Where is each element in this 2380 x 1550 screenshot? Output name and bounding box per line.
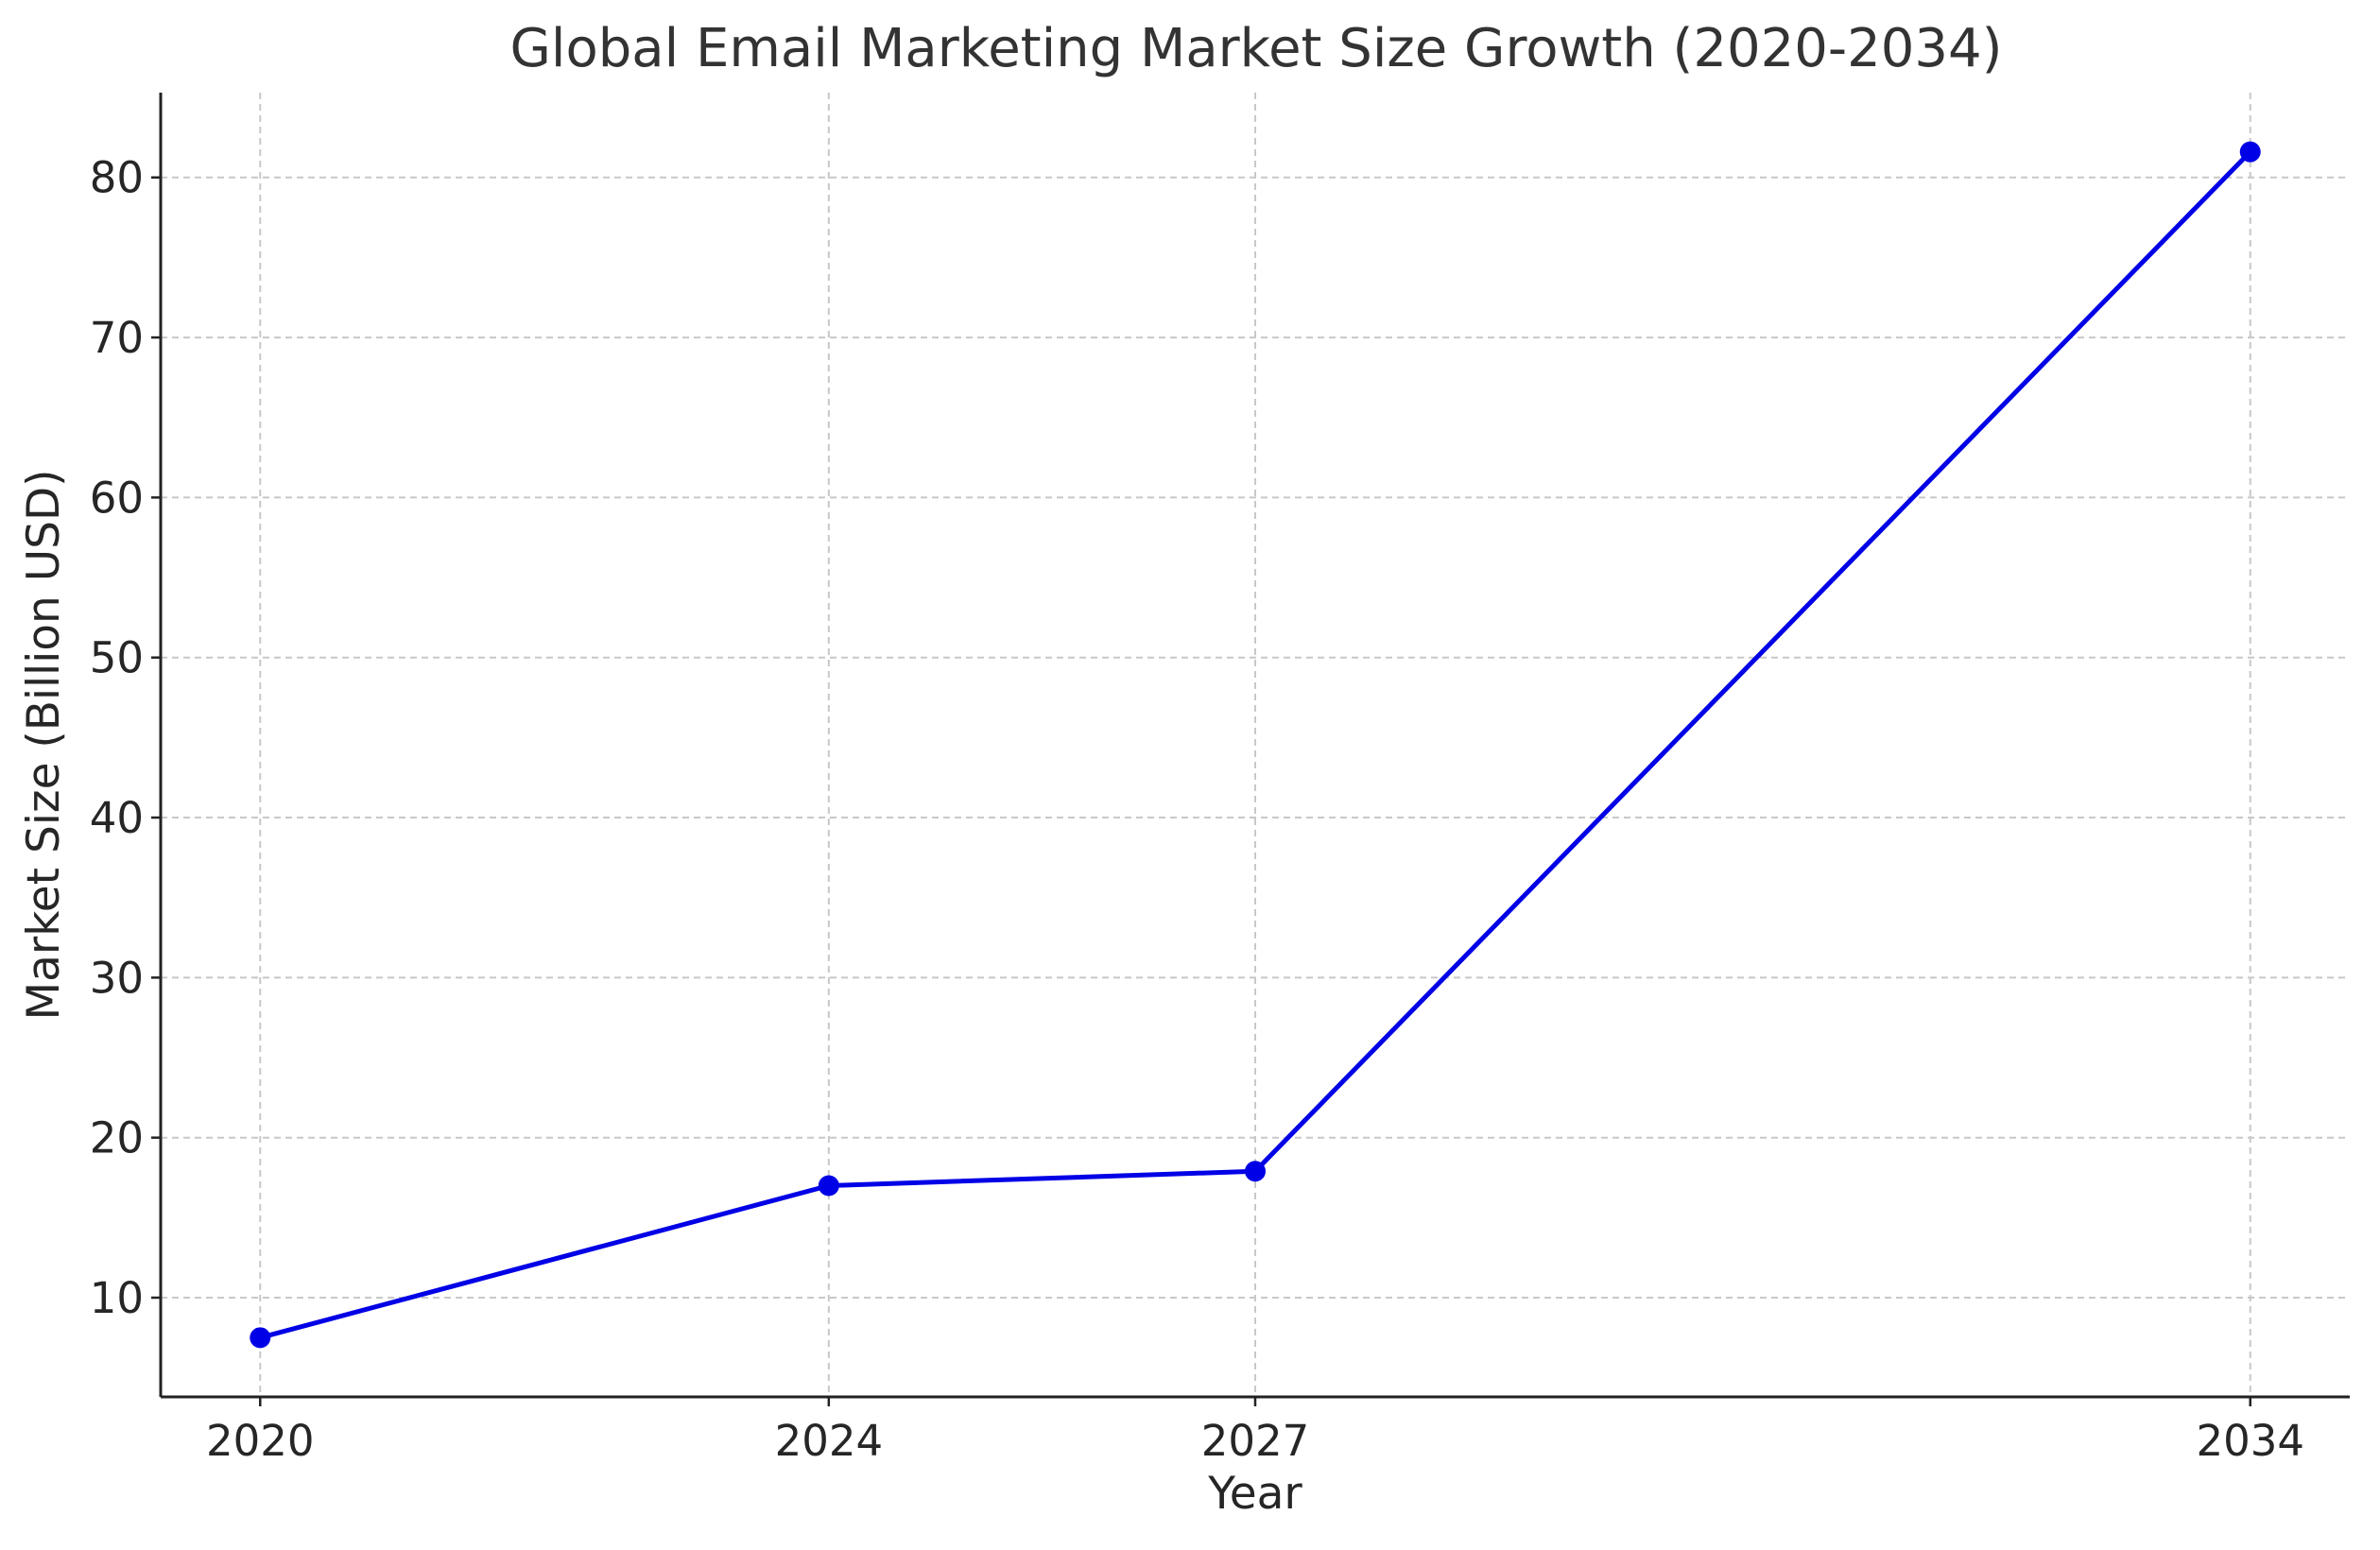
y-tick-label: 60: [90, 473, 144, 523]
data-point: [818, 1175, 839, 1197]
chart-title: Global Email Marketing Market Size Growt…: [510, 18, 2003, 79]
y-tick-label: 70: [90, 313, 144, 363]
x-tick-label: 2034: [2196, 1416, 2304, 1466]
data-line: [259, 149, 2252, 1340]
y-axis-label: Market Size (Billion USD): [18, 470, 70, 1021]
x-axis-label: Year: [1207, 1468, 1302, 1520]
data-point: [1245, 1161, 1266, 1182]
y-tick-label: 40: [90, 793, 144, 843]
x-tick-label: 2020: [206, 1416, 315, 1466]
y-tick-label: 10: [90, 1273, 144, 1323]
y-tick-label: 20: [90, 1113, 144, 1163]
x-tick-label: 2027: [1201, 1416, 1310, 1466]
data-point: [250, 1327, 271, 1349]
y-tick-label: 80: [90, 153, 144, 203]
data-point: [2239, 141, 2261, 163]
y-tick-label: 50: [90, 633, 144, 683]
y-tick-label: 30: [90, 953, 144, 1003]
x-tick-label: 2024: [775, 1416, 884, 1466]
